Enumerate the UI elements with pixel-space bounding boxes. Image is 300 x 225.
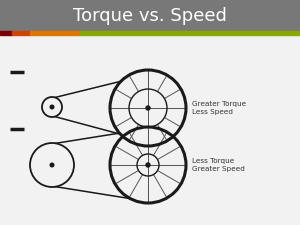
Circle shape <box>50 105 54 109</box>
Circle shape <box>110 70 186 146</box>
Bar <box>0 31 12 35</box>
Bar <box>0 0 300 32</box>
Text: Less Torque
Greater Speed: Less Torque Greater Speed <box>192 158 245 172</box>
Bar <box>80 31 300 35</box>
Bar <box>30 31 80 35</box>
Circle shape <box>30 143 74 187</box>
Circle shape <box>50 163 54 167</box>
Text: Torque vs. Speed: Torque vs. Speed <box>73 7 227 25</box>
Bar <box>12 31 30 35</box>
Circle shape <box>110 127 186 203</box>
Circle shape <box>146 163 150 167</box>
Text: Greater Torque
Less Speed: Greater Torque Less Speed <box>192 101 246 115</box>
Circle shape <box>146 106 150 110</box>
Circle shape <box>42 97 62 117</box>
